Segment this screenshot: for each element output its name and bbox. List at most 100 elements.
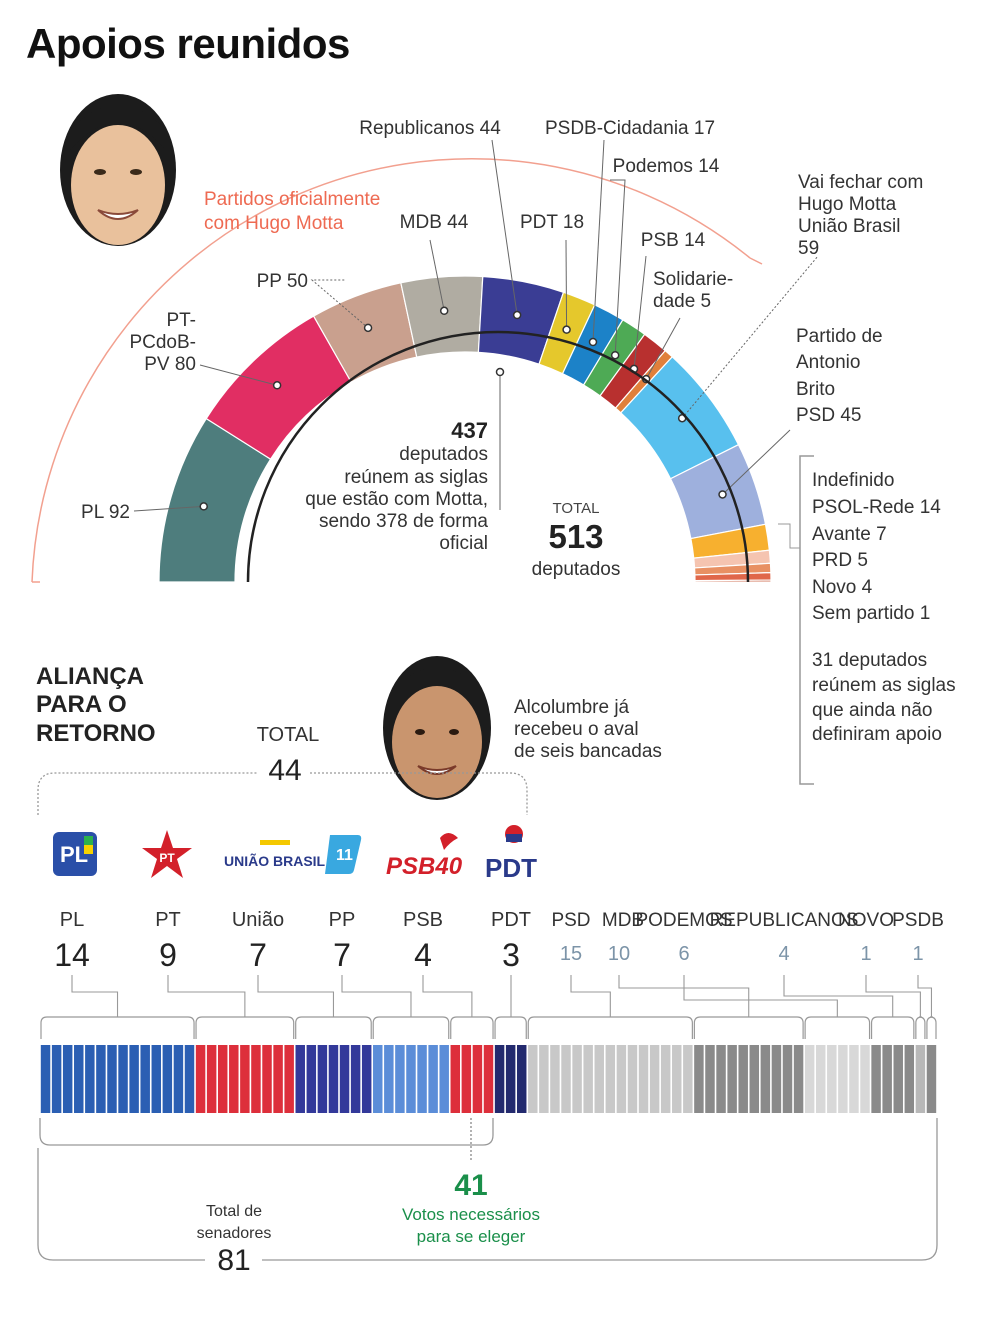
- undecided-note-1: 31 deputados: [812, 650, 927, 671]
- senate-party-name-pl: PL: [60, 909, 84, 931]
- label-pdt: PDT 18: [520, 212, 584, 233]
- wedge-sem-partido: [694, 579, 772, 583]
- parliament-labels: PL 92 PT-PCdoB-PV 80 PP 50 MDB 44 Republican…: [81, 118, 819, 523]
- leader-republicanos: [491, 139, 518, 316]
- page-title: Apoios reunidos: [26, 20, 350, 67]
- senate-party-name-pt: PT: [155, 909, 181, 931]
- psd-note-1: Partido de: [796, 326, 883, 347]
- group-bracket-pdt: [494, 1016, 527, 1039]
- total-value: 513: [548, 518, 603, 555]
- senate-heading-1: ALIANÇA: [36, 663, 144, 690]
- senate-party-value-pt: 9: [159, 937, 177, 973]
- senator-bar-pl-3: [62, 1045, 73, 1113]
- senator-bar-uniao-3: [317, 1045, 328, 1113]
- label-pt-pcdob-pv-1: PT-: [166, 310, 196, 331]
- senator-bar-uniao-7: [361, 1045, 372, 1113]
- logo-pl-text: PL: [60, 842, 88, 867]
- undecided-bracket: [799, 455, 814, 785]
- senator-bar-podemos-5: [849, 1045, 859, 1113]
- senator-bar-pp-7: [439, 1045, 449, 1113]
- total-label: TOTAL: [553, 500, 600, 517]
- senator-bar-pt-1: [195, 1045, 206, 1113]
- senator-bar-pl-8: [118, 1045, 128, 1113]
- senator-bar-uniao-2: [306, 1045, 317, 1113]
- allied-bottom-bracket: [39, 1118, 494, 1146]
- label-solidariedade-1: Solidarie-: [653, 269, 733, 290]
- senate-party-value-mdb: 10: [608, 943, 630, 965]
- alliance-bracket: [37, 772, 528, 815]
- senator-bar-pl-4: [74, 1045, 84, 1113]
- undecided-1: Indefinido: [812, 470, 894, 491]
- leader-pdt: [565, 239, 568, 330]
- senator-bar-pl-13: [173, 1045, 184, 1113]
- leader-uniao-brasil: [681, 255, 819, 419]
- senator-bar-mdb-2: [705, 1045, 715, 1113]
- senate-party-value-psd: 15: [560, 943, 582, 965]
- dot-psdb-cidadania: [588, 337, 598, 347]
- senator-bar-psdb-1: [926, 1045, 937, 1113]
- senator-bar-psb-3: [472, 1045, 483, 1113]
- votes-value: 41: [454, 1169, 487, 1202]
- senator-bar-pp-1: [373, 1045, 383, 1113]
- logo-uniao: UNIÃO BRASIL: [224, 840, 326, 869]
- senate-party-name-pdt: PDT: [491, 909, 531, 931]
- undecided-leader: [778, 523, 800, 549]
- official-support-arc-end-right: [749, 257, 763, 265]
- senator-bar-pdt-3: [516, 1045, 527, 1113]
- label-psdb-cidadania: PSDB-Cidadania 17: [545, 118, 715, 139]
- senate-party-value-novo: 1: [860, 943, 871, 965]
- senator-bar-republicanos-3: [893, 1045, 903, 1113]
- senator-bar-podemos-4: [838, 1045, 848, 1113]
- senator-bar-mdb-9: [782, 1045, 793, 1113]
- group-bracket-novo: [915, 1016, 926, 1039]
- senator-bar-psd-4: [561, 1045, 571, 1113]
- senate-heading-3: RETORNO: [36, 720, 156, 747]
- logo-psb: PSB40: [386, 833, 463, 880]
- senator-bar-mdb-7: [760, 1045, 771, 1113]
- logo-pl: PL: [53, 832, 97, 876]
- logo-pt-text: PT: [159, 851, 175, 865]
- connector-podemos: [683, 975, 838, 1017]
- psd-note-2: Antonio: [796, 352, 860, 373]
- dot-pdt: [562, 325, 571, 334]
- senator-bar-mdb-3: [716, 1045, 726, 1113]
- group-bracket-uniao: [295, 1016, 372, 1039]
- senator-bar-mdb-5: [738, 1045, 748, 1113]
- connector-pp: [341, 975, 412, 1017]
- union-note-2: Hugo Motta: [798, 194, 897, 215]
- senate-party-name-uniao: União: [232, 909, 284, 931]
- senate-party-name-psb: PSB: [403, 909, 443, 931]
- center-count: 437: [451, 418, 488, 443]
- leader-pt-pcdob-pv: [199, 364, 278, 386]
- senator-bar-psd-7: [594, 1045, 604, 1113]
- senate-party-name-psd: PSD: [551, 910, 590, 931]
- senator-bar-pdt-2: [505, 1045, 516, 1113]
- connector-pl: [71, 975, 119, 1017]
- hugo-motta-portrait: [60, 94, 176, 246]
- senator-bar-psd-15: [683, 1045, 693, 1113]
- leader-psb: [633, 255, 647, 369]
- senator-bar-psd-13: [660, 1045, 671, 1113]
- union-note-1: Vai fechar com: [798, 172, 923, 193]
- official-support-arc: [31, 158, 751, 583]
- senator-bar-republicanos-4: [904, 1045, 915, 1113]
- connector-uniao: [257, 975, 335, 1017]
- dot-pt-pcdob-pv: [272, 381, 282, 390]
- senate-party-value-podemos: 6: [678, 943, 689, 965]
- logo-pp-text: 11: [336, 847, 353, 864]
- group-bracket-pl: [40, 1016, 195, 1039]
- connector-republicanos: [783, 975, 894, 1017]
- senate-note-3: de seis bancadas: [514, 741, 662, 762]
- senator-bar-pt-2: [206, 1045, 217, 1113]
- label-pt-pcdob-pv-2: PCdoB-: [129, 332, 196, 353]
- group-bracket-psb: [450, 1016, 494, 1039]
- senator-bar-mdb-1: [694, 1045, 704, 1113]
- psd-note-4: PSD 45: [796, 405, 861, 426]
- total-sen-text-1: Total de: [206, 1203, 262, 1220]
- senator-bar-pt-4: [229, 1045, 239, 1113]
- senator-bar-republicanos-1: [871, 1045, 881, 1113]
- label-mdb: MDB 44: [400, 212, 469, 233]
- senator-bar-pl-2: [51, 1045, 62, 1113]
- undecided-note-3: que ainda não: [812, 700, 932, 721]
- senator-bar-pl-12: [162, 1045, 173, 1113]
